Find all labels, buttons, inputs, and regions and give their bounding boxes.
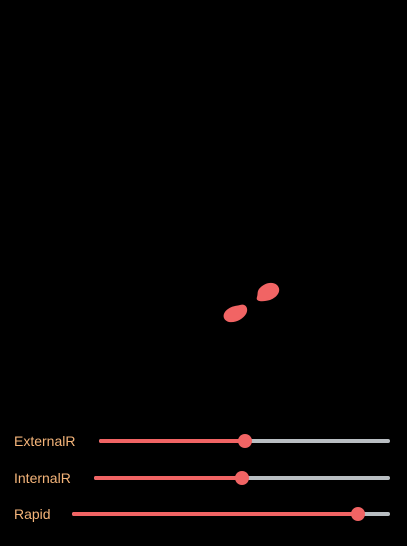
- slider-label-internal-r: InternalR: [14, 470, 71, 486]
- slider-thumb-external-r[interactable]: [237, 434, 252, 448]
- slider-rapid: Rapid: [0, 499, 407, 529]
- slider-external-r: ExternalR: [0, 426, 407, 456]
- slider-label-external-r: ExternalR: [14, 433, 76, 449]
- upper-right-lobe: [256, 282, 280, 302]
- slider-track-internal-r[interactable]: [94, 471, 390, 485]
- shape-drawing: [223, 282, 280, 323]
- slider-track-rapid[interactable]: [72, 507, 390, 521]
- slider-internal-r: InternalR: [0, 463, 407, 493]
- lower-left-lobe: [223, 304, 248, 323]
- slider-thumb-rapid[interactable]: [351, 507, 366, 521]
- slider-label-rapid: Rapid: [14, 506, 51, 522]
- slider-fill-external-r: [99, 439, 245, 443]
- slider-fill-rapid: [72, 512, 359, 516]
- slider-thumb-internal-r[interactable]: [235, 471, 249, 485]
- drawing-canvas: [223, 282, 280, 323]
- slider-fill-internal-r: [94, 476, 242, 480]
- slider-track-external-r[interactable]: [99, 434, 390, 448]
